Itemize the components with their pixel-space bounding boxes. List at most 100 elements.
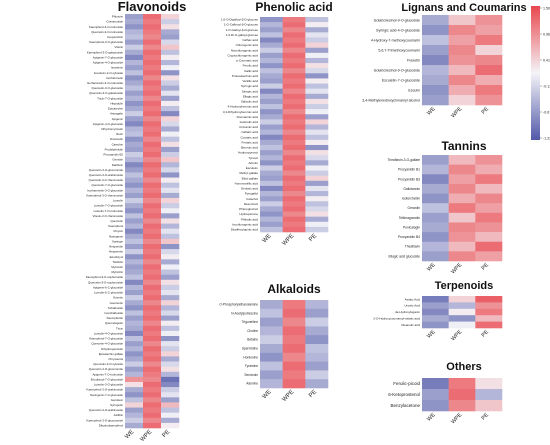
flavonoids-cell [161, 146, 180, 153]
flavonoids-cell [125, 392, 144, 398]
alkaloids-cell [305, 361, 329, 371]
phenolic-acid-cell [282, 144, 306, 151]
flavonoids-cell [143, 182, 162, 189]
flavonoids-cell [125, 387, 144, 393]
flavonoids-row-label: Epicatechin gallate [99, 352, 124, 356]
flavonoids-cell [125, 269, 144, 275]
flavonoids-row-label: Kaempferide [107, 316, 124, 320]
terpenoids-column-label: PE [481, 329, 491, 339]
flavonoids-cell [125, 192, 144, 199]
flavonoids-cell [125, 330, 144, 337]
flavonoids-cell [125, 295, 144, 301]
flavonoids-cell [161, 336, 180, 342]
flavonoids-cell [143, 60, 162, 66]
terpenoids-cell [448, 302, 476, 310]
phenolic-acid-cell [305, 155, 329, 161]
flavonoids-cell [125, 131, 144, 137]
phenolic-acid-row-label: Sinapic acid [242, 89, 259, 93]
flavonoids-cell [143, 39, 162, 45]
lignans-coumarins-row-label: Syringic acid-4-O-glucoside [376, 28, 420, 32]
flavonoids-cell [125, 49, 144, 56]
phenolic-acid-cell [282, 32, 306, 38]
flavonoids-cell [161, 106, 180, 112]
flavonoids-cell [161, 100, 180, 107]
phenolic-acid-cell [282, 109, 306, 115]
flavonoids-cell [125, 238, 144, 245]
phenolic-acid-cell [282, 216, 306, 223]
flavonoids-cell [125, 44, 144, 51]
alkaloids-cell [305, 300, 329, 310]
flavonoids-cell [143, 167, 162, 173]
alkaloids-row-label: O-Phosphorylethanolamine [219, 303, 258, 307]
flavonoids-cell [143, 213, 162, 219]
flavonoids-cell [161, 111, 180, 117]
phenolic-acid-row-label: Vanillic acid [242, 79, 258, 83]
phenolic-acid-row-label: Resorcinol [244, 202, 259, 206]
flavonoids-cell [143, 295, 162, 301]
flavonoids-cell [161, 34, 180, 40]
phenolic-acid-row-label: 1-O-Galloyl-β-D-glucose [226, 28, 259, 32]
flavonoids-cell [143, 300, 162, 306]
phenolic-acid-cell [305, 37, 329, 43]
flavonoids-cell [143, 198, 162, 204]
flavonoids-row-label: Isovitexin-2-O-xyloside [94, 71, 124, 75]
flavonoids-cell [161, 65, 180, 71]
tannins-row-label: Theaflavin-3-O-gallate [387, 158, 420, 162]
tannins-column-label: WPE [450, 262, 463, 275]
phenolic-acid-cell [305, 93, 329, 100]
flavonoids-row-label: Quercetin-3-O-rutinoside [91, 30, 123, 34]
flavonoids-cell [125, 187, 144, 194]
phenolic-acid-row-label: Catechol [246, 197, 258, 201]
alkaloids-cell [260, 300, 283, 310]
flavonoids-cell [125, 116, 144, 122]
alkaloids-row-label: Choline [247, 329, 258, 333]
phenolic-acid-cell [260, 150, 283, 156]
flavonoids-cell [125, 54, 144, 61]
phenolic-acid-cell [260, 22, 283, 28]
flavonoids-row-label: Hispidulin [110, 101, 123, 105]
phenolic-acid-cell [305, 206, 329, 212]
phenolic-acid-cell [305, 144, 329, 151]
phenolic-acid-row-label: Protocatechuic acid [232, 74, 259, 78]
tannins-row-label: Ellagic acid glucoside [388, 254, 420, 258]
tannins-cell [475, 183, 503, 194]
lignans-coumarins-row-label: Isolariciresinol-9-O-glucoside [374, 18, 420, 22]
phenolic-acid-cell [260, 221, 283, 228]
phenolic-acid-cell [305, 196, 329, 202]
flavonoids-cell [125, 157, 144, 163]
lignans-coumarins-cell [448, 25, 476, 36]
flavonoids-cell [161, 387, 180, 393]
flavonoids-cell [143, 177, 162, 183]
lignans-coumarins-row-label: Fraxetin [407, 58, 420, 62]
flavonoids-cell [143, 336, 162, 342]
flavonoids-row-label: Apigenin-7-O-rutinoside [92, 372, 123, 376]
phenolic-acid-cell [282, 114, 306, 120]
phenolic-acid-cell [305, 175, 329, 182]
phenolic-acid-cell [282, 196, 306, 202]
flavonoids-cell [125, 356, 144, 362]
phenolic-acid-cell [282, 221, 306, 228]
flavonoids-row-label: Apigenin-4-O-glucoside [93, 122, 124, 126]
flavonoids-row-label: Kaempferol-3-O-rhamnoside [86, 193, 123, 197]
phenolic-acid-cell [282, 17, 306, 23]
flavonoids-cell [125, 320, 144, 327]
tannins-row-label: Theaflavin [405, 245, 420, 249]
tannins-cell [475, 212, 503, 223]
phenolic-acid-cell [260, 201, 283, 207]
flavonoids-row-label: Luteolin-7-O-rutinoside [94, 209, 124, 213]
lignans-coumarins-cell [448, 75, 476, 86]
lignans-coumarins-row-label: Esculetin-7-O-glucoside [382, 78, 420, 82]
lignans-coumarins-cell [422, 65, 449, 76]
flavonoids-cell [125, 75, 144, 81]
tannins-cell [475, 203, 503, 214]
flavonoids-cell [143, 152, 162, 158]
flavonoids-cell [143, 29, 162, 35]
phenolic-acid-cell [282, 83, 306, 89]
phenolic-acid-row-label: 1,6-Di-O-galloyl-glucose [226, 33, 259, 37]
phenolic-acid-row-label: 3,4-Dihydroxybenzoic acid [223, 110, 259, 114]
flavonoids-cell [125, 111, 144, 117]
lignans-coumarins-column-label: WPE [450, 106, 463, 119]
flavonoids-row-label: Dihydromyricetin [101, 127, 123, 131]
others-row-label: Ferulic-picoid [393, 381, 420, 386]
phenolic-acid-cell [282, 22, 306, 28]
